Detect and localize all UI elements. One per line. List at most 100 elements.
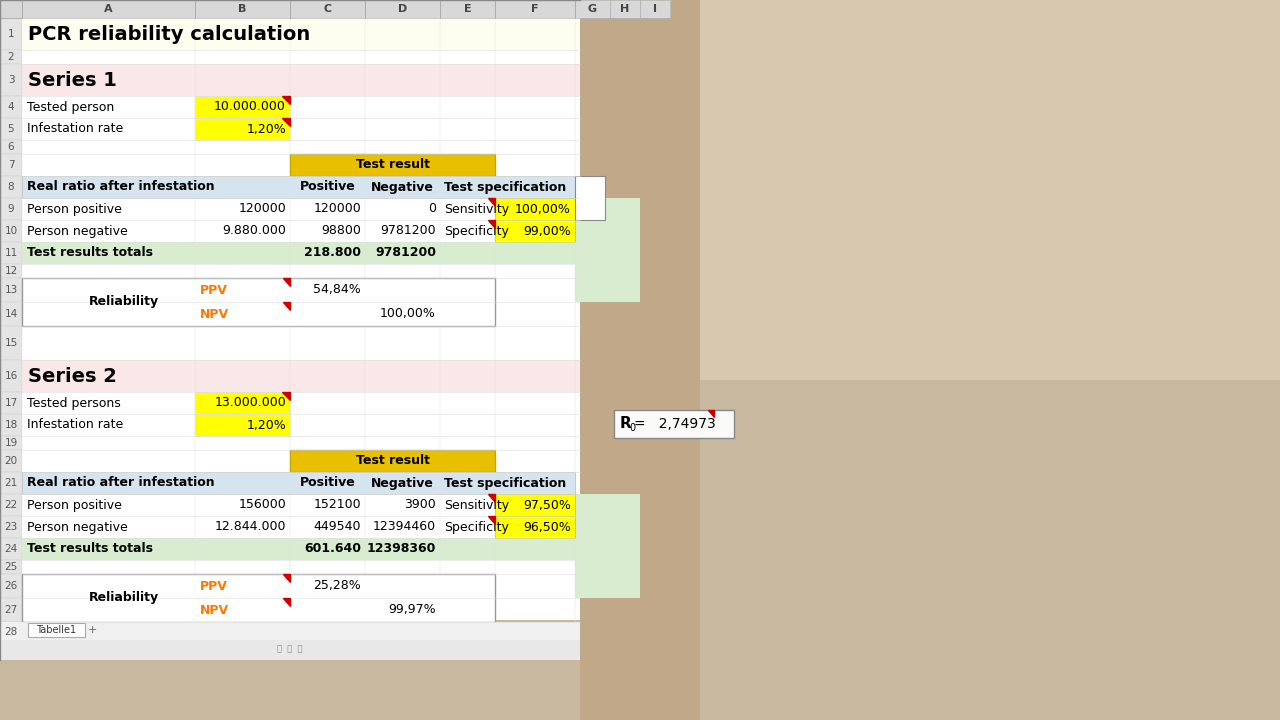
Bar [614, 410, 733, 438]
Bar [0, 64, 22, 96]
Text: 9: 9 [8, 204, 14, 214]
Bar [0, 0, 580, 620]
Text: Tested persons: Tested persons [27, 397, 120, 410]
Bar [22, 140, 580, 154]
Text: R: R [620, 416, 632, 431]
Polygon shape [488, 220, 495, 228]
Text: F: F [531, 4, 539, 14]
Bar [0, 622, 22, 642]
Bar [0, 598, 22, 622]
Text: Negative: Negative [371, 477, 434, 490]
Text: D: D [398, 4, 407, 14]
Bar [0, 414, 22, 436]
Text: C: C [324, 4, 332, 14]
Text: PPV: PPV [200, 284, 228, 297]
Text: Test result: Test result [356, 454, 430, 467]
Bar [0, 96, 22, 118]
Text: Test specification: Test specification [444, 181, 566, 194]
Bar [0, 264, 22, 278]
Bar [700, 380, 1280, 720]
Bar [0, 574, 22, 598]
Text: 99,97%: 99,97% [388, 603, 436, 616]
Bar [22, 360, 580, 392]
Text: ⬛  ⬛  ⬛: ⬛ ⬛ ⬛ [278, 644, 303, 654]
Bar [575, 494, 640, 598]
Bar [495, 198, 575, 220]
Bar [22, 392, 580, 414]
Polygon shape [282, 118, 291, 126]
Text: Specificity: Specificity [444, 225, 509, 238]
Bar [28, 623, 84, 637]
Text: Infestation rate: Infestation rate [27, 122, 123, 135]
Text: 98800: 98800 [321, 225, 361, 238]
Text: 3: 3 [8, 75, 14, 85]
Text: 18: 18 [4, 420, 18, 430]
Text: 27: 27 [4, 605, 18, 615]
Text: Reliability: Reliability [88, 592, 159, 605]
Bar [0, 198, 22, 220]
Text: Infestation rate: Infestation rate [27, 418, 123, 431]
Bar [22, 516, 575, 538]
Text: 4: 4 [8, 102, 14, 112]
Bar [195, 392, 291, 414]
Bar [0, 242, 22, 264]
Bar [0, 302, 22, 326]
Bar [22, 198, 575, 220]
Text: Test specification: Test specification [444, 477, 566, 490]
Text: Series 1: Series 1 [28, 71, 116, 89]
Bar [0, 326, 22, 360]
Bar [291, 450, 495, 472]
Text: 99,00%: 99,00% [524, 225, 571, 238]
Bar [0, 640, 580, 660]
Text: 0: 0 [428, 202, 436, 215]
Polygon shape [282, 96, 291, 104]
Text: 1,20%: 1,20% [246, 122, 285, 135]
Text: 25: 25 [4, 562, 18, 572]
Text: Person negative: Person negative [27, 521, 128, 534]
Bar [22, 538, 575, 560]
Bar [0, 494, 22, 516]
Bar [0, 392, 22, 414]
Text: 1: 1 [8, 29, 14, 39]
Text: Reliability: Reliability [88, 295, 159, 308]
Text: Negative: Negative [371, 181, 434, 194]
Text: 218.800: 218.800 [305, 246, 361, 259]
Bar [22, 50, 580, 64]
Bar [22, 436, 580, 450]
Text: 21: 21 [4, 478, 18, 488]
Text: Test results totals: Test results totals [27, 246, 154, 259]
Text: Real ratio after infestation: Real ratio after infestation [27, 477, 215, 490]
Bar [0, 0, 22, 652]
Text: 25,28%: 25,28% [314, 580, 361, 593]
Text: Positive: Positive [300, 477, 356, 490]
Bar [0, 176, 22, 198]
Bar [22, 560, 575, 574]
Text: 28: 28 [4, 627, 18, 637]
Text: 9781200: 9781200 [380, 225, 436, 238]
Bar [22, 450, 580, 472]
Text: B: B [238, 4, 247, 14]
Bar [22, 242, 575, 264]
Text: 19: 19 [4, 438, 18, 448]
Bar [22, 264, 575, 278]
Text: 120000: 120000 [314, 202, 361, 215]
Bar [22, 494, 575, 516]
Polygon shape [708, 410, 714, 417]
Polygon shape [488, 494, 495, 502]
Text: 10.000.000: 10.000.000 [214, 101, 285, 114]
Bar [0, 154, 22, 176]
Text: 16: 16 [4, 371, 18, 381]
Text: 12: 12 [4, 266, 18, 276]
Bar [575, 198, 640, 302]
Bar [22, 326, 580, 360]
Text: G: G [588, 4, 596, 14]
Bar [22, 118, 580, 140]
Text: 9781200: 9781200 [375, 246, 436, 259]
Text: Sensitivity: Sensitivity [444, 202, 509, 215]
Text: 13.000.000: 13.000.000 [214, 397, 285, 410]
Text: 12394460: 12394460 [372, 521, 436, 534]
Text: NPV: NPV [200, 603, 229, 616]
Bar [22, 220, 575, 242]
Bar [0, 50, 22, 64]
Text: +: + [87, 625, 97, 635]
